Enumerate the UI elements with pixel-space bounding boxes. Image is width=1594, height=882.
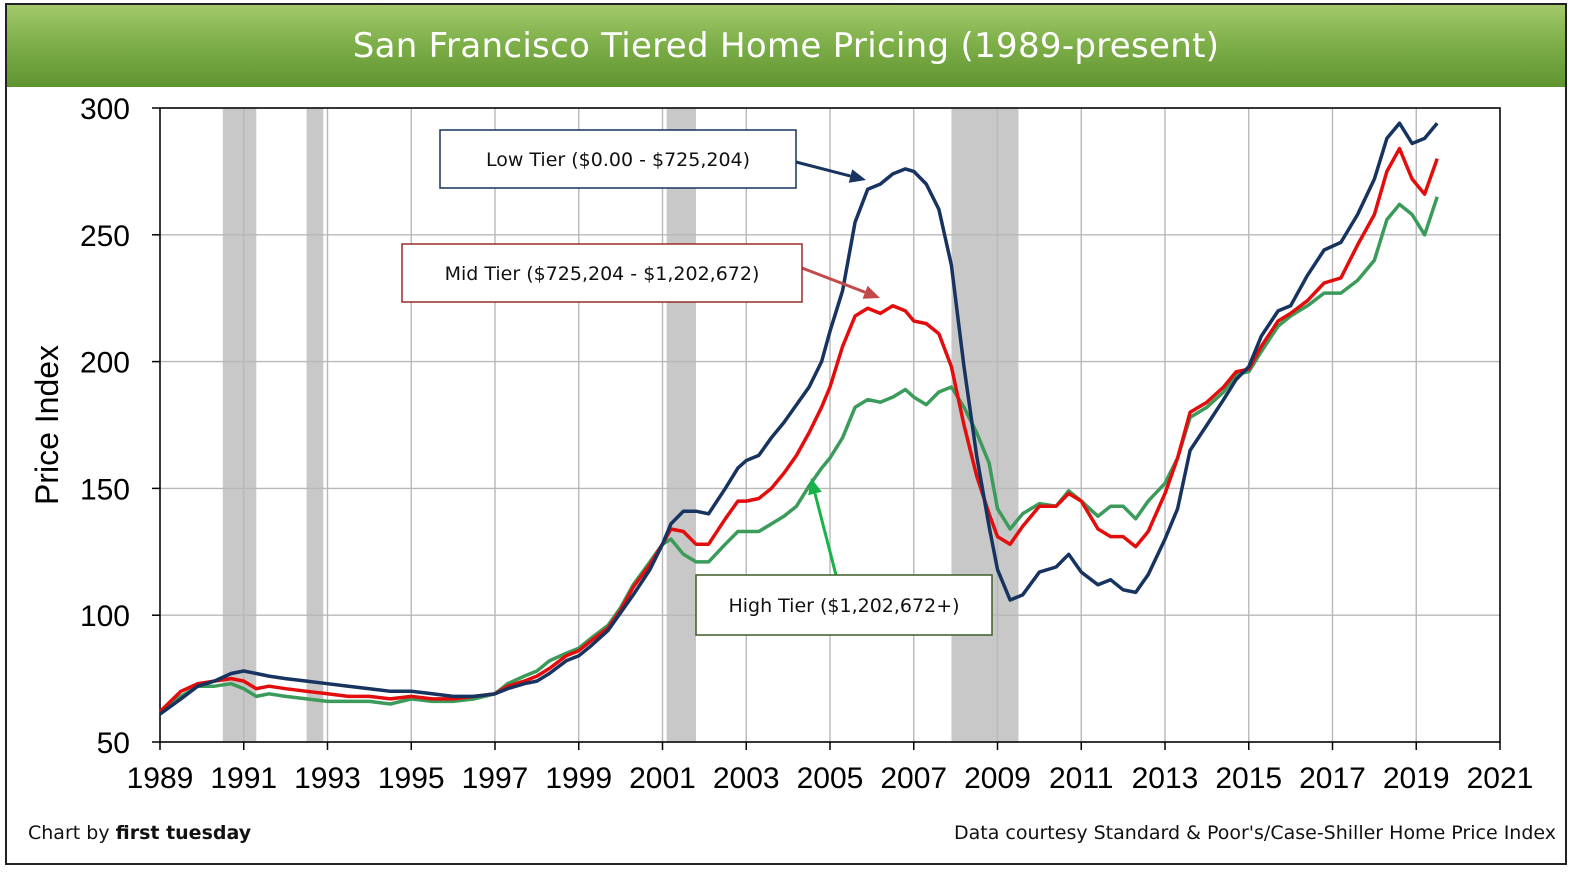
x-tick-label: 2005 — [797, 762, 864, 795]
callouts: Low Tier ($0.00 - $725,204) Mid Tier ($72… — [401, 129, 993, 636]
y-tick-label: 100 — [80, 600, 130, 633]
callout-label-mid-tier: Mid Tier ($725,204 - $1,202,672) — [445, 263, 760, 285]
series-line-mid-tier — [158, 146, 1439, 713]
series-lines — [158, 121, 1439, 716]
recession-band — [951, 108, 1019, 742]
callout-box-high-tier — [695, 574, 993, 636]
callout-label-high-tier: High Tier ($1,202,672+) — [728, 595, 959, 617]
axis-ticks: 1989 1991 1993 1995 1997 1999 2001 2003 2005 2007… — [80, 93, 1533, 795]
x-tick-label: 2011 — [1049, 762, 1114, 795]
credit-brand: first tuesday — [115, 822, 252, 844]
x-tick-label: 1999 — [545, 762, 612, 795]
x-tick-label: 2013 — [1132, 762, 1199, 795]
callout-arrow-mid-tier — [801, 266, 866, 294]
recession-band — [222, 108, 257, 742]
y-tick-label: 300 — [80, 93, 130, 126]
x-tick-label: 2021 — [1467, 762, 1534, 795]
chart-title: San Francisco Tiered Home Pricing (1989-… — [352, 26, 1220, 66]
x-tick-label: 2015 — [1215, 762, 1282, 795]
recession-bands — [222, 108, 1019, 742]
callout-arrow-high-tier — [813, 493, 838, 576]
callout-arrow-low-tier — [795, 160, 851, 178]
recession-band — [306, 108, 324, 742]
credit-prefix: Chart by — [28, 822, 116, 844]
callout-box-low-tier — [439, 129, 797, 189]
title-bar: San Francisco Tiered Home Pricing (1989-… — [7, 5, 1565, 87]
x-tick-label: 2003 — [713, 762, 780, 795]
x-tick-label: 2019 — [1383, 762, 1450, 795]
x-tick-label: 2017 — [1299, 762, 1366, 795]
x-tick-label: 1995 — [378, 762, 445, 795]
y-axis-label: Price Index — [29, 345, 65, 505]
chart-credit: Chart by first tuesday — [28, 822, 251, 844]
callout-arrowhead-low-tier — [848, 169, 866, 183]
x-tick-label: 1997 — [462, 762, 529, 795]
y-tick-label: 150 — [80, 473, 130, 506]
x-tick-label: 1989 — [127, 762, 194, 795]
data-source-credit: Data courtesy Standard & Poor's/Case-Shi… — [953, 822, 1556, 844]
y-tick-label: 250 — [80, 220, 130, 253]
x-tick-label: 1993 — [294, 762, 361, 795]
callout-label-low-tier: Low Tier ($0.00 - $725,204) — [486, 149, 750, 171]
callout-arrowhead-mid-tier — [862, 285, 880, 299]
series-line-high-tier — [158, 196, 1439, 714]
gridlines — [159, 107, 1501, 743]
y-tick-label: 200 — [80, 347, 130, 380]
y-tick-label: 50 — [97, 727, 130, 760]
x-tick-label: 2007 — [880, 762, 947, 795]
callout-box-mid-tier — [401, 243, 803, 303]
x-tick-label: 2001 — [629, 762, 696, 795]
callout-arrowhead-high-tier — [808, 478, 822, 496]
series-line-low-tier — [158, 121, 1439, 716]
recession-band — [666, 108, 696, 742]
x-tick-label: 1991 — [210, 762, 277, 795]
x-tick-label: 2009 — [964, 762, 1031, 795]
